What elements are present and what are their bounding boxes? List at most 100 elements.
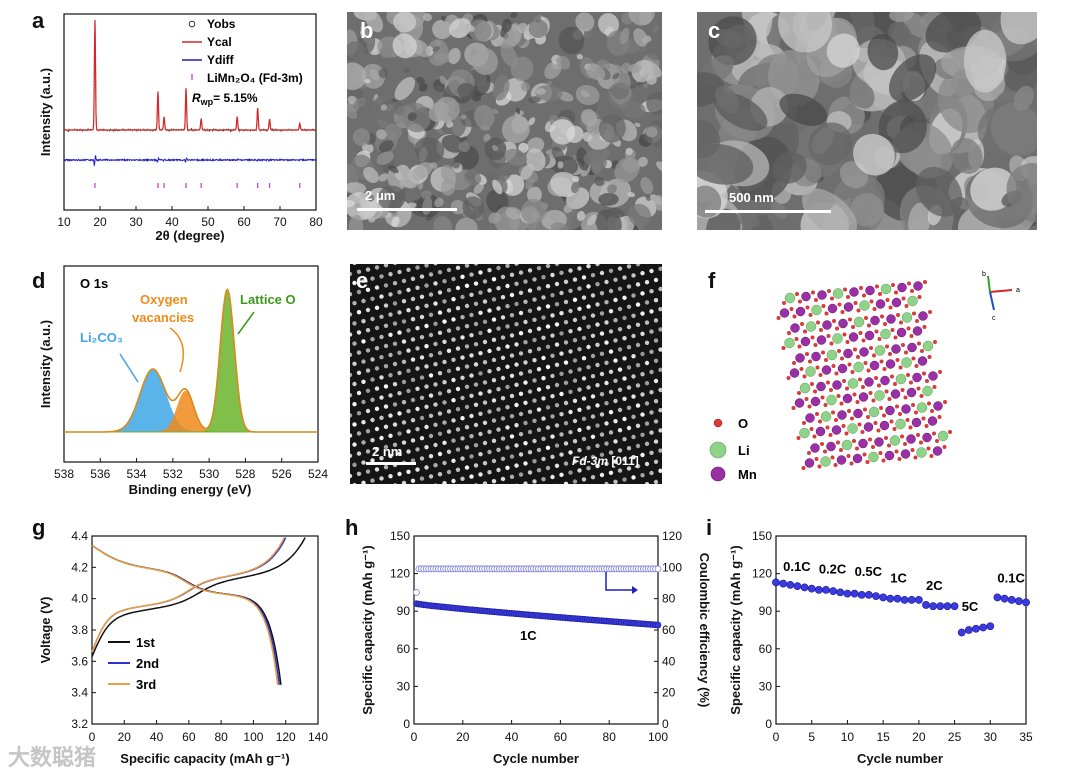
stem-atom-column: [527, 268, 533, 273]
sem-particle: [464, 170, 482, 186]
stem-atom-column: [388, 292, 393, 297]
sem-particle: [455, 217, 478, 230]
sem-particle: [473, 182, 484, 194]
stem-atom-column: [568, 430, 573, 435]
o-atom: [824, 358, 828, 362]
stem-atom-column: [401, 278, 407, 284]
sem-particle: [422, 13, 432, 22]
mn-atom: [933, 401, 943, 411]
o-atom: [808, 313, 813, 317]
stem-atom-column: [419, 294, 425, 299]
li-atom: [880, 283, 892, 295]
rate-xtick-label: 20: [912, 730, 926, 744]
stem-atom-column: [388, 453, 393, 459]
sem-particle: [527, 186, 542, 203]
stem-atom-column: [482, 279, 488, 284]
voltage-ytick-label: 3.8: [71, 623, 88, 637]
mn-atom: [837, 363, 848, 374]
xrd-xtick-label: 80: [309, 215, 323, 229]
stem-atom-column: [424, 283, 429, 288]
stem-atom-column: [545, 324, 551, 329]
sem-particle: [697, 185, 722, 218]
stem-atom-column: [496, 306, 501, 311]
stem-atom-column: [644, 482, 650, 484]
stem-atom-column: [473, 443, 479, 448]
sem-particle: [392, 100, 407, 116]
sem-particle: [401, 170, 420, 189]
rate-ytick-label: 60: [759, 642, 773, 656]
stem-atom-column: [433, 301, 438, 306]
stem-atom-column: [374, 325, 380, 331]
stem-atom-column: [626, 385, 632, 390]
stem-atom-column: [496, 265, 501, 271]
voltage-xtick-label: 60: [182, 730, 196, 744]
cycling-ytick-label: 60: [397, 642, 411, 656]
sem-particle: [583, 221, 597, 230]
o-atom: [929, 454, 934, 458]
stem-atom-column: [496, 427, 501, 432]
li-atom: [907, 295, 918, 307]
mn-atom: [838, 318, 848, 329]
stem-image: 2 nm Fd-3m [011]: [350, 264, 662, 484]
o-atom: [800, 322, 804, 326]
stem-atom-column: [563, 441, 569, 446]
o-atom: [901, 296, 906, 301]
o-atom: [879, 406, 883, 410]
mn-atom: [880, 375, 890, 386]
o-atom: [920, 349, 924, 353]
stem-atom-column: [536, 306, 542, 311]
o-atom: [805, 352, 809, 356]
o-atom: [928, 310, 932, 314]
stem-atom-column: [374, 366, 380, 371]
o-atom: [927, 401, 931, 406]
cycling-chart: 0 20 40 60 80 1000306090120150020406080100120…: [360, 529, 710, 766]
stem-atom-column: [550, 272, 555, 278]
stem-atom-column: [410, 478, 416, 483]
stem-atom-column: [653, 358, 659, 363]
stem-atom-column: [577, 387, 582, 392]
stem-atom-column: [532, 317, 537, 322]
stem-atom-column: [388, 272, 393, 277]
o-atom: [819, 328, 823, 332]
mn-atom: [859, 347, 869, 357]
legend-marker-yobs: [188, 20, 196, 28]
stem-atom-column: [410, 418, 416, 423]
stem-atom-column: [550, 414, 555, 419]
stem-atom-column: [608, 389, 614, 395]
stem-atom-column: [622, 336, 627, 341]
o-atom: [866, 415, 870, 419]
cycling-y2tick-label: 100: [662, 560, 682, 574]
stem-atom-column: [478, 270, 483, 275]
stem-atom-column: [590, 454, 596, 460]
stem-atom-column: [401, 440, 407, 445]
mn-atom: [885, 405, 895, 416]
mn-atom: [790, 323, 800, 333]
mn-atom: [816, 335, 827, 345]
o-atom: [814, 298, 818, 302]
sem-particle: [802, 188, 857, 230]
stem-atom-column: [500, 436, 506, 441]
stem-atom-column: [644, 461, 650, 467]
stem-atom-column: [397, 330, 402, 335]
stem-atom-column: [393, 483, 397, 484]
stem-atom-column: [392, 382, 398, 387]
sem-particle: [468, 19, 492, 42]
sem-particle: [627, 203, 651, 227]
panel-letter-i: i: [706, 515, 713, 540]
stem-atom-column: [356, 350, 362, 355]
stem-atom-column: [577, 367, 582, 372]
o-atom: [834, 371, 839, 376]
o-atom: [863, 361, 868, 365]
o-atom: [895, 404, 899, 409]
stem-atom-column: [550, 373, 555, 379]
stem-atom-column: [361, 278, 366, 283]
stem-atom-column: [406, 348, 411, 353]
xps-xlabel: Binding energy (eV): [129, 482, 252, 497]
sem-particle: [653, 25, 659, 33]
stem-atom-column: [541, 275, 546, 280]
stem-atom-column: [550, 313, 555, 318]
stem-atom-column: [631, 455, 636, 460]
sem-particle: [867, 33, 899, 71]
xrd-xtick-label: 40: [165, 215, 179, 229]
stem-atom-column: [446, 368, 452, 374]
